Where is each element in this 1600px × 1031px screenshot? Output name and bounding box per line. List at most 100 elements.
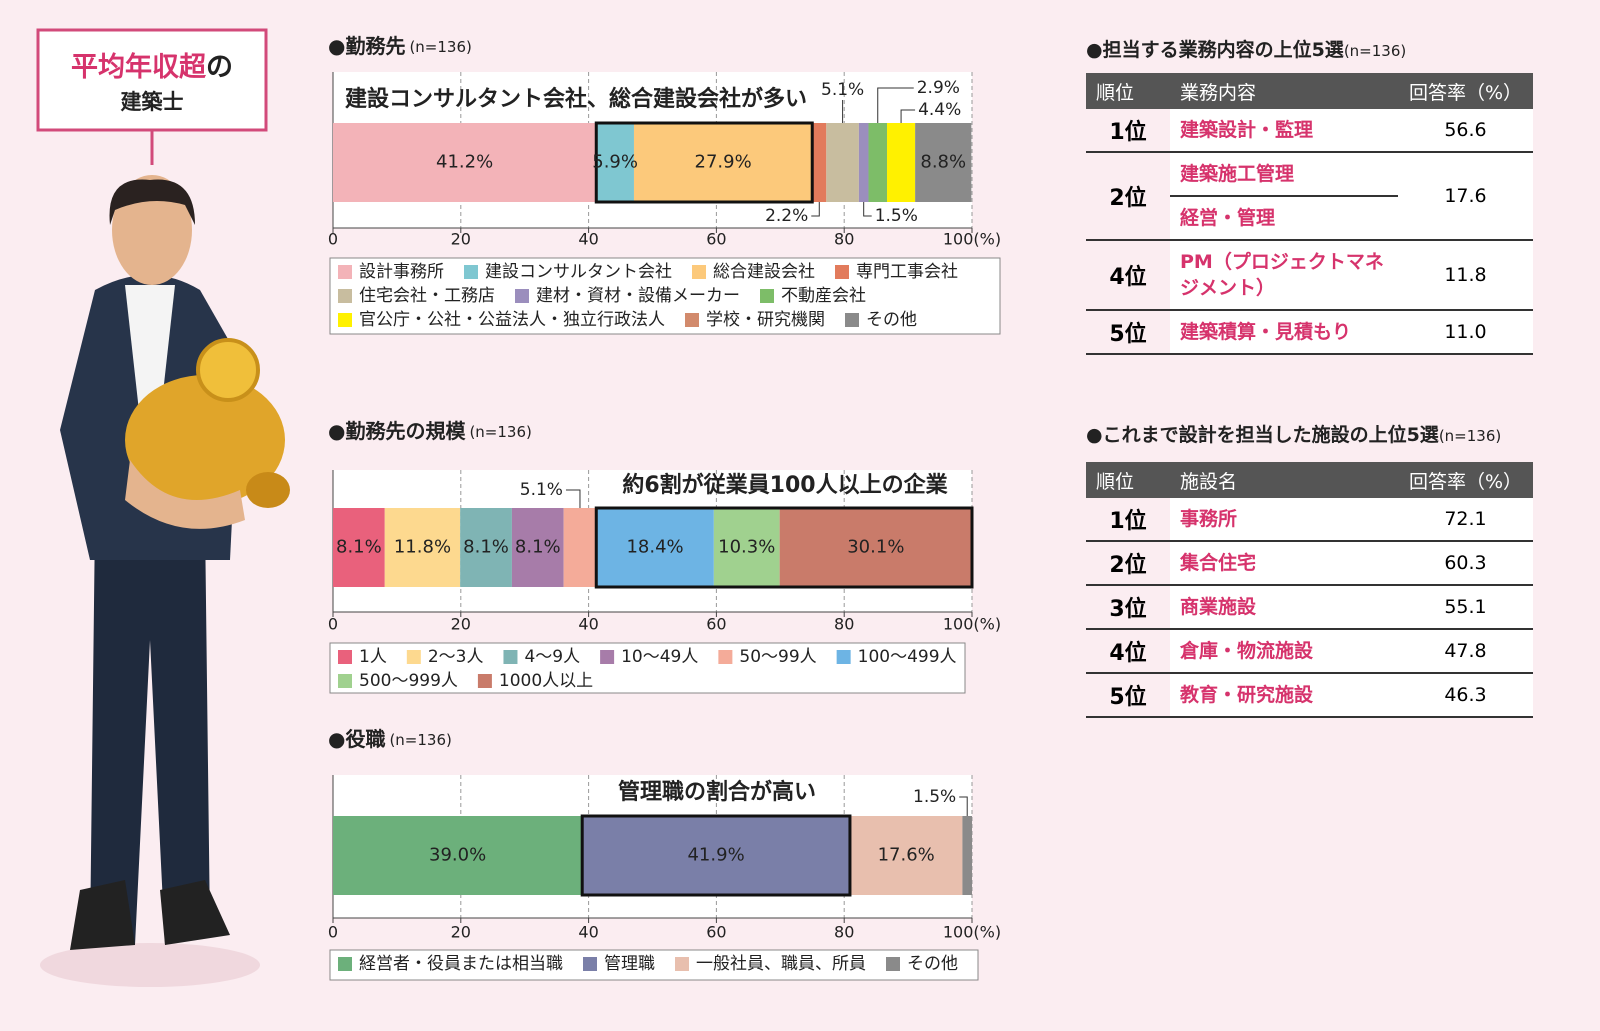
rank-cell: 4位: [1086, 629, 1170, 674]
chart-title-text: ●勤務先の規模: [328, 419, 466, 443]
table: 順位 施設名 回答率（%） 1位 事務所 72.1 2位 集合住宅 60.3 3位 商業施設 55.1…: [1086, 462, 1533, 718]
legend-swatch: [760, 289, 774, 303]
bar-segment: [868, 123, 888, 202]
rate-cell: 11.8: [1398, 240, 1533, 311]
leader-line: [565, 489, 581, 508]
callout-highlight: 平均年収超: [71, 51, 207, 83]
table-row: 5位 教育・研究施設 46.3: [1086, 673, 1533, 718]
bar-segment: [596, 123, 634, 202]
value-label: 41.9%: [687, 845, 744, 866]
legend-label: 総合建設会社: [713, 262, 815, 282]
legend-label: 一般社員、職員、所員: [696, 954, 866, 974]
table-row: 2位 建築施工管理 経営・管理 17.6: [1086, 152, 1533, 241]
legend-label: 学校・研究機関: [706, 310, 825, 330]
value-label: 30.1%: [847, 537, 904, 558]
illustration: [36, 28, 290, 987]
annotation: 建設コンサルタント会社、総合建設会社が多い: [345, 86, 807, 112]
table-title-text: ●これまで設計を担当した施設の上位5選: [1086, 424, 1439, 446]
legend-swatch: [692, 265, 706, 279]
x-tick-label: 0: [328, 615, 338, 634]
x-tick-label: 60: [706, 615, 726, 634]
highlight-box: [580, 814, 852, 897]
bar-segment: [633, 123, 813, 202]
legend-label: 4〜9人: [524, 647, 580, 667]
legend-swatch: [477, 674, 492, 688]
item-text: 商業施設: [1180, 596, 1257, 618]
item-cell: 倉庫・物流施設: [1170, 629, 1398, 674]
rank-cell: 1位: [1086, 498, 1170, 542]
bar-segment: [962, 816, 972, 895]
x-tick-label: 40: [578, 230, 598, 249]
bar-segment: [812, 123, 827, 202]
table-row: 1位 事務所 72.1: [1086, 498, 1533, 542]
item-cell: 商業施設: [1170, 585, 1398, 630]
x-tick-label: 20: [451, 615, 471, 634]
item-cell: 建築積算・見積もり: [1170, 310, 1398, 355]
table-row: 4位 PM（プロジェクトマネジメント） 11.8: [1086, 240, 1533, 311]
callout-subtitle: 建築士: [121, 90, 184, 114]
legend-swatch: [600, 650, 615, 664]
bar-segment: [563, 508, 597, 587]
item-cell: 教育・研究施設: [1170, 673, 1398, 718]
rate-cell: 46.3: [1398, 673, 1533, 718]
legend-swatch: [338, 674, 352, 688]
legend-swatch: [338, 650, 352, 664]
legend-swatch: [583, 957, 597, 971]
bar-segment: [779, 508, 972, 587]
header-row: 順位 業務内容 回答率（%）: [1086, 73, 1533, 109]
legend-swatch: [515, 289, 529, 303]
bar-segment: [858, 123, 869, 202]
legend-label: 建材・資材・設備メーカー: [536, 286, 740, 306]
bar-segment: [582, 816, 850, 895]
x-tick-label: 40: [578, 923, 598, 942]
chart-note: (n=136): [389, 731, 451, 749]
item-text: 経営・管理: [1170, 195, 1398, 239]
value-label: 1.5%: [875, 206, 918, 226]
table-note: (n=136): [1343, 42, 1407, 60]
table-title-text: ●担当する業務内容の上位5選: [1086, 39, 1344, 61]
chart-title-text: ●勤務先: [328, 34, 405, 58]
value-label: 1.5%: [913, 787, 956, 807]
legend-swatch: [338, 265, 352, 279]
legend-box: [329, 257, 1001, 335]
column-header: 業務内容: [1170, 73, 1398, 109]
bar-segment: [713, 508, 780, 587]
leader-line: [877, 87, 914, 123]
item-text: 集合住宅: [1180, 552, 1257, 574]
rate-cell: 47.8: [1398, 629, 1533, 674]
table-title: ●これまで設計を担当した施設の上位5選(n=136): [1086, 420, 1501, 447]
value-label: 4.4%: [918, 100, 961, 120]
item-text: PM（プロジェクトマネジメント）: [1180, 251, 1384, 299]
bar-segment: [915, 123, 972, 202]
legend-label: 官公庁・公社・公益法人・独立行政法人: [359, 310, 665, 330]
callout-title: 平均年収超の: [71, 51, 233, 83]
rate-cell: 11.0: [1398, 310, 1533, 355]
item-text: 倉庫・物流施設: [1180, 640, 1314, 662]
rank-cell: 3位: [1086, 585, 1170, 630]
callout-rest: の: [206, 52, 233, 83]
value-label: 8.1%: [463, 537, 509, 558]
rate-cell: 60.3: [1398, 541, 1533, 586]
value-label: 8.1%: [515, 537, 561, 558]
leader-line: [959, 796, 968, 816]
legend-swatch: [503, 650, 518, 664]
rate-cell: 17.6: [1398, 152, 1533, 241]
item-cell: 事務所: [1170, 498, 1398, 542]
legend-label: 1人: [359, 647, 387, 667]
column-header: 順位: [1086, 462, 1170, 498]
leader-line: [863, 202, 872, 217]
table-row: 1位 建築設計・監理 56.6: [1086, 109, 1533, 153]
x-tick-label: 0: [328, 923, 338, 942]
item-text: 教育・研究施設: [1180, 684, 1314, 706]
leader-line: [811, 202, 820, 217]
value-label: 17.6%: [878, 845, 935, 866]
header-row: 順位 施設名 回答率（%）: [1086, 462, 1533, 498]
item-cell: 建築設計・監理: [1170, 109, 1398, 153]
chart-note: (n=136): [469, 423, 531, 441]
legend-label: その他: [866, 310, 917, 330]
legend-swatch: [685, 313, 699, 327]
rate-cell: 72.1: [1398, 498, 1533, 542]
rank-cell: 1位: [1086, 109, 1170, 153]
bar-segment: [333, 508, 385, 587]
